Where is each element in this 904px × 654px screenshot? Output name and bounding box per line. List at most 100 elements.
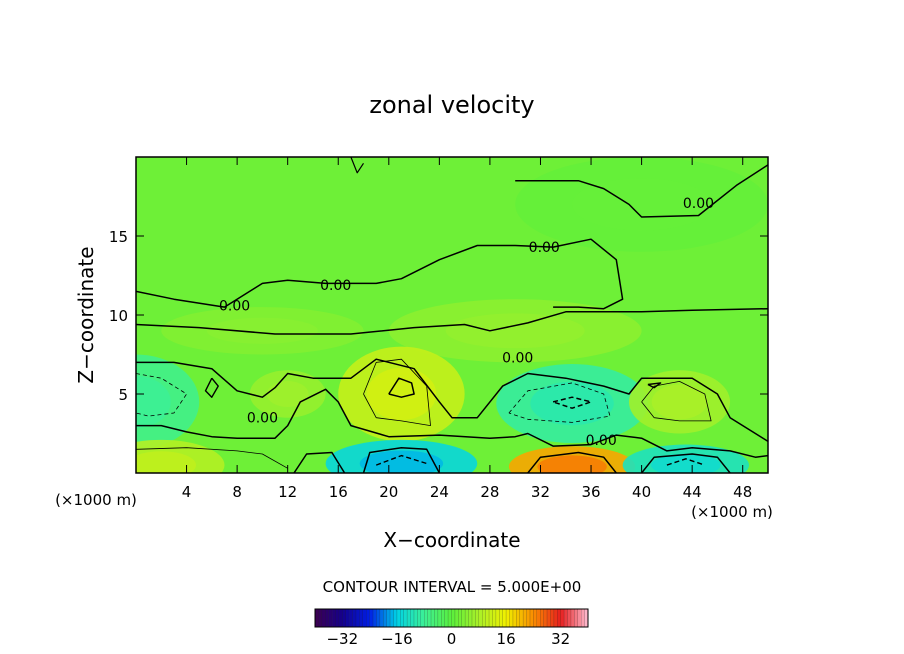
colorbar-cell-74 [567,609,572,627]
colorbar-cell-5 [332,609,336,627]
field-anomaly-core-7 [359,450,444,473]
contour-line-20 [647,382,662,389]
x-tick-label-11: 48 [733,483,752,501]
contour-label-0: 0.00 [683,196,714,212]
y-tick-label-2: 15 [109,228,128,246]
x-tick-label-5: 24 [430,483,449,501]
colorbar-cell-1 [318,609,323,627]
colorbar-cell-56 [506,609,510,627]
colorbar-cell-37 [441,609,445,627]
colorbar-cell-55 [502,609,507,627]
colorbar-tick-label-2: 0 [447,630,457,648]
colorbar-cell-66 [540,609,544,627]
colorbar-cell-42 [458,609,463,627]
colorbar-cell-24 [396,609,401,627]
colorbar-cell-57 [509,609,514,627]
contour-label-5: 0.00 [247,411,278,427]
colorbar-cell-36 [437,609,442,627]
field-anomaly-core-11 [266,380,309,408]
colorbar: −32 −16 0 16 32 [314,608,589,648]
x-tick-label-2: 12 [278,483,297,501]
x-tick-label-8: 36 [581,483,600,501]
colorbar-cell-27 [407,609,411,627]
contour-label-1: 0.00 [529,240,560,256]
x-unit-label-right: (×1000 m) [691,503,773,521]
contour-line-13 [666,458,706,466]
y-axis-ticks: 5 10 15 [109,228,768,404]
chart-title: zonal velocity [369,91,534,119]
contour-line-12 [375,454,427,466]
colorbar-tick-label-3: 16 [497,630,516,648]
colorbar-cell-0 [315,609,319,627]
colorbar-cell-10 [349,609,353,627]
colorbar-cell-58 [512,609,517,627]
colorbar-cell-68 [547,609,551,627]
field-anomaly-core-2 [445,313,585,349]
colorbar-cell-15 [366,609,370,627]
colorbar-cell-11 [352,609,357,627]
contour-line-10 [388,377,415,398]
colorbar-cell-54 [499,609,503,627]
contour-line-18 [136,447,288,469]
colorbar-cell-19 [379,609,384,627]
contour-line-19 [204,377,219,398]
colorbar-cell-23 [393,609,398,627]
colorbar-cell-43 [461,609,466,627]
colorbar-cell-35 [434,609,439,627]
contour-line-15 [508,382,611,423]
x-tick-label-3: 16 [329,483,348,501]
colorbar-cell-61 [523,609,527,627]
colorbar-cell-44 [465,609,469,627]
colorbar-cell-49 [482,609,486,627]
colorbar-cell-60 [519,609,524,627]
x-tick-label-10: 44 [683,483,702,501]
field-anomaly-core-5 [530,381,614,426]
y-tick-label-1: 10 [109,307,128,325]
colorbar-cell-51 [489,609,493,627]
contour-label-2: 0.00 [320,278,351,294]
colorbar-cell-75 [570,609,575,627]
colorbar-cell-67 [543,609,548,627]
colorbar-cell-45 [468,609,473,627]
contour-interval-label: CONTOUR INTERVAL = 5.000E+00 [323,578,582,596]
colorbar-cell-34 [431,609,435,627]
colorbar-cell-12 [355,609,360,627]
colorbar-cell-28 [410,609,415,627]
y-axis-label: Z−coordinate [74,246,98,383]
colorbar-cell-32 [424,609,428,627]
colorbar-cell-16 [369,609,374,627]
colorbar-cell-22 [390,609,394,627]
colorbar-cell-69 [550,609,555,627]
contour-line-0 [350,157,365,174]
colorbar-cell-7 [338,609,343,627]
colorbar-cell-13 [359,609,364,627]
colorbar-cell-17 [373,609,377,627]
colorbar-cell-78 [581,609,585,627]
colorbar-cell-18 [376,609,381,627]
colorbar-cell-26 [403,609,408,627]
contour-line-2 [136,238,624,310]
contour-line-8 [641,453,731,473]
colorbar-cell-38 [444,609,449,627]
contour-line-11 [552,396,592,409]
colorbar-cell-77 [577,609,582,627]
contour-label-3: 0.00 [219,299,250,315]
colorbar-cell-64 [533,609,538,627]
colorbar-cell-47 [475,609,480,627]
contour-line-4 [136,358,768,443]
colorbar-cell-62 [526,609,531,627]
velocity-field [136,157,768,473]
contour-line-6 [362,446,441,473]
colorbar-cell-29 [413,609,418,627]
colorbar-cell-76 [574,609,579,627]
colorbar-cell-71 [557,609,561,627]
colorbar-cell-31 [420,609,425,627]
x-unit-label-left: (×1000 m) [55,491,137,509]
colorbar-cell-73 [564,609,568,627]
x-axis-label: X−coordinate [383,528,520,552]
contour-lines [136,157,768,473]
x-tick-label-6: 28 [480,483,499,501]
colorbar-cell-14 [362,609,367,627]
colorbar-cell-25 [400,609,405,627]
